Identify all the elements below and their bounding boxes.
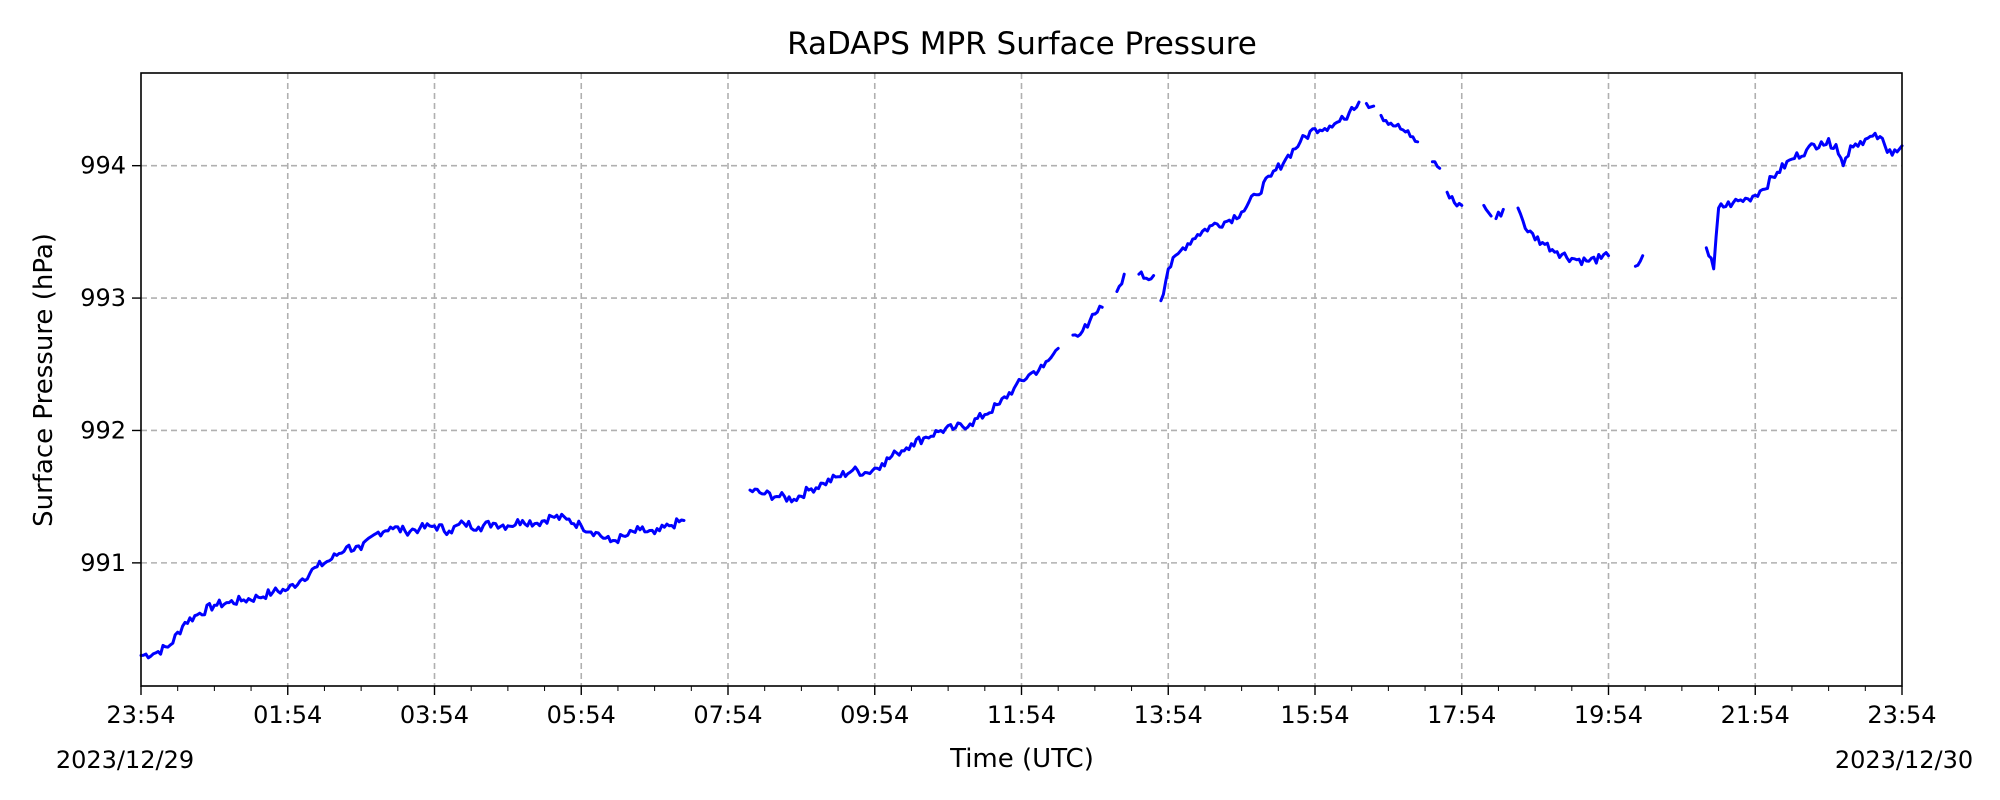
- x-tick-label: 03:54: [400, 701, 469, 729]
- pressure-series-segment: [1364, 102, 1376, 110]
- y-axis-title: Surface Pressure (hPa): [29, 233, 59, 527]
- pressure-series-segment: [1516, 206, 1610, 267]
- series-layer: [139, 100, 1904, 660]
- x-tick-label: 19:54: [1574, 701, 1643, 729]
- x-axis-title: Time (UTC): [949, 744, 1094, 774]
- pressure-series-segment: [1049, 346, 1060, 360]
- pressure-series-segment: [1071, 312, 1097, 338]
- tick-layer: 23:54 01:54 03:54 05:54 07:54 09:54 11:54 13:54…: [80, 152, 1936, 729]
- pressure-series-segment: [1633, 254, 1645, 268]
- pressure-series-segment: [1159, 100, 1361, 303]
- y-tick-label: 993: [80, 284, 126, 312]
- grid-layer: [141, 73, 1902, 686]
- x-tick-label: 05:54: [547, 701, 616, 729]
- pressure-series-segment: [1115, 272, 1126, 293]
- end-date-label: 2023/12/30: [1835, 746, 1973, 774]
- pressure-series-segment: [1093, 304, 1104, 316]
- pressure-series-segment: [748, 356, 1053, 504]
- x-tick-label: 11:54: [987, 701, 1056, 729]
- pressure-series-segment: [139, 512, 686, 660]
- x-tick-label: 07:54: [693, 701, 762, 729]
- chart-title: RaDAPS MPR Surface Pressure: [787, 26, 1257, 62]
- pressure-series-segment: [1379, 113, 1420, 144]
- y-tick-label: 992: [80, 416, 126, 444]
- x-tick-label: 17:54: [1427, 701, 1496, 729]
- x-tick-label: 13:54: [1134, 701, 1203, 729]
- pressure-series-segment: [1137, 270, 1156, 282]
- x-tick-label: 01:54: [253, 701, 322, 729]
- pressure-series-segment: [1482, 203, 1493, 218]
- y-tick-label: 991: [80, 549, 126, 577]
- y-tick-label: 994: [80, 152, 126, 180]
- x-tick-label: 23:54: [1867, 701, 1936, 729]
- pressure-series-segment: [1430, 160, 1442, 170]
- pressure-series-segment: [1445, 190, 1464, 208]
- x-tick-label: 09:54: [840, 701, 909, 729]
- x-tick-label: 23:54: [106, 701, 175, 729]
- start-date-label: 2023/12/29: [56, 746, 194, 774]
- x-tick-label: 21:54: [1721, 701, 1790, 729]
- pressure-series-segment: [1494, 207, 1505, 221]
- x-tick-label: 15:54: [1280, 701, 1349, 729]
- pressure-series-segment: [1704, 131, 1904, 271]
